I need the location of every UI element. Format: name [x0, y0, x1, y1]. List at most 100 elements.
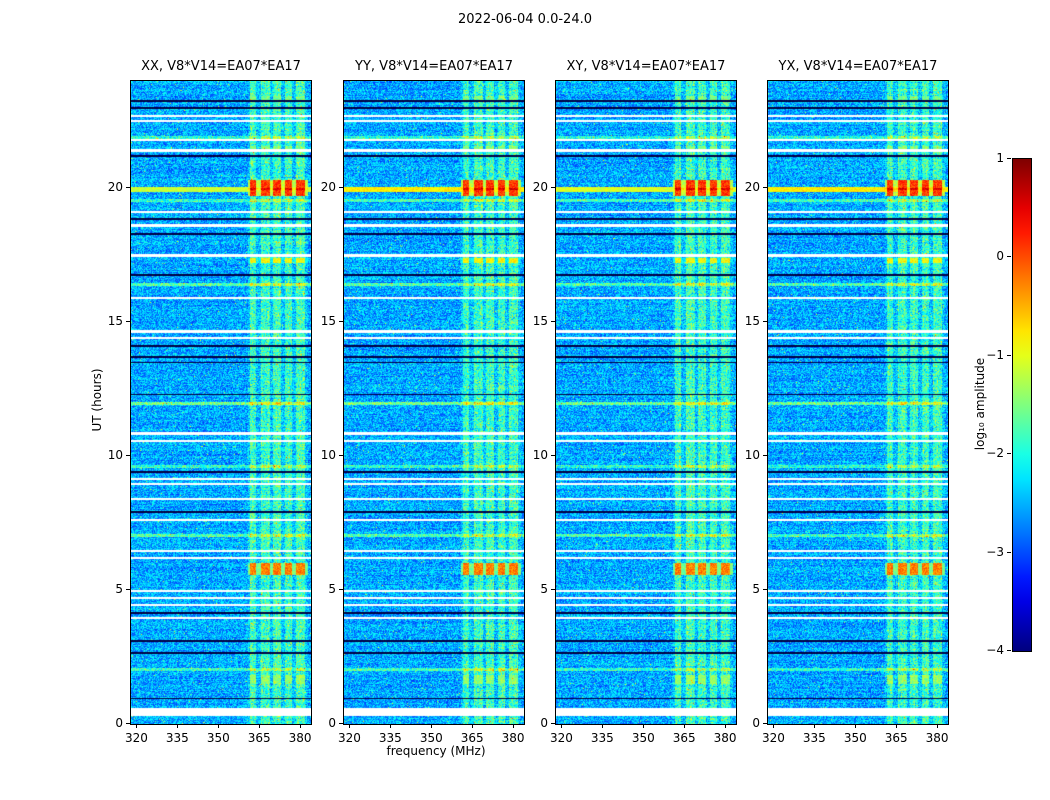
y-tick-mark	[763, 187, 767, 189]
x-tick-mark	[300, 724, 302, 728]
colorbar-tick-mark	[1007, 650, 1011, 651]
y-tick-label: 20	[532, 180, 548, 195]
x-tick-mark	[725, 724, 727, 728]
colorbar-tick-label: 0	[996, 249, 1004, 264]
x-tick-label: 335	[590, 731, 614, 745]
x-tick-mark	[431, 724, 433, 728]
x-tick-mark	[561, 724, 563, 728]
colorbar-tick-label: −4	[986, 643, 1004, 657]
x-tick-mark	[643, 724, 645, 728]
y-tick-label: 20	[107, 180, 123, 195]
y-tick-mark	[126, 455, 130, 457]
x-tick-label: 380	[713, 731, 737, 745]
colorbar-tick-label: −1	[986, 347, 1004, 362]
x-tick-mark	[602, 724, 604, 728]
x-tick-label: 335	[165, 731, 189, 745]
figure-title: 2022-06-04 0.0-24.0	[458, 12, 592, 27]
y-tick-label: 15	[744, 314, 760, 329]
y-tick-label: 10	[107, 448, 123, 463]
x-tick-mark	[349, 724, 351, 728]
x-tick-label: 320	[762, 731, 785, 745]
x-tick-label: 335	[802, 731, 826, 745]
x-tick-mark	[773, 724, 775, 728]
x-tick-mark	[177, 724, 179, 728]
y-tick-mark	[126, 187, 130, 189]
y-tick-label: 5	[540, 582, 548, 597]
colorbar	[1012, 158, 1032, 652]
x-tick-label: 320	[550, 731, 573, 745]
y-tick-label: 15	[532, 314, 548, 329]
x-tick-mark	[390, 724, 392, 728]
y-tick-label: 5	[752, 582, 760, 597]
x-tick-label: 365	[247, 731, 271, 745]
x-tick-mark	[684, 724, 686, 728]
y-tick-label: 0	[540, 716, 548, 730]
y-axis-label: UT (hours)	[90, 368, 104, 432]
panel-yy: YY, V8*V14=EA07*EA17	[343, 59, 525, 725]
colorbar-tick-mark	[1007, 256, 1011, 258]
x-tick-mark	[855, 724, 857, 728]
x-tick-mark	[259, 724, 261, 728]
y-tick-label: 0	[328, 716, 336, 730]
spectrogram-xy-canvas	[556, 81, 736, 724]
y-tick-label: 5	[328, 582, 336, 597]
spectrogram-xx-canvas	[131, 81, 311, 724]
y-tick-label: 15	[320, 314, 336, 329]
panel-xy: XY, V8*V14=EA07*EA17	[555, 59, 737, 725]
x-tick-label: 365	[460, 731, 484, 745]
panel-yx: YX, V8*V14=EA07*EA17	[767, 59, 949, 725]
y-tick-mark	[763, 589, 767, 591]
colorbar-label: log₁₀ amplitude	[973, 357, 987, 451]
spectrogram-yy-canvas	[344, 81, 524, 724]
x-tick-label: 365	[884, 731, 908, 745]
panel-title-xx: XX, V8*V14=EA07*EA17	[141, 59, 301, 74]
panel-xx: XX, V8*V14=EA07*EA17	[130, 59, 312, 725]
y-tick-mark	[551, 321, 555, 323]
x-tick-mark	[472, 724, 474, 728]
y-tick-label: 10	[320, 448, 336, 463]
y-tick-mark	[763, 455, 767, 457]
y-tick-label: 10	[532, 448, 548, 463]
colorbar-tick-mark	[1007, 453, 1011, 455]
panel-title-xy: XY, V8*V14=EA07*EA17	[566, 59, 726, 74]
y-tick-label: 10	[744, 448, 760, 463]
x-tick-label: 320	[125, 731, 148, 745]
colorbar-tick-mark	[1007, 551, 1011, 553]
y-tick-mark	[126, 321, 130, 323]
y-tick-label: 5	[115, 582, 123, 597]
y-tick-mark	[126, 589, 130, 591]
y-tick-mark	[339, 589, 343, 591]
x-tick-label: 320	[338, 731, 361, 745]
y-tick-mark	[551, 589, 555, 591]
x-tick-mark	[896, 724, 898, 728]
y-tick-mark	[763, 321, 767, 323]
x-tick-label: 350	[206, 731, 230, 745]
y-tick-mark	[551, 187, 555, 189]
colorbar-tick-label: 1	[996, 151, 1004, 165]
y-tick-mark	[763, 723, 767, 724]
x-tick-label: 335	[378, 731, 402, 745]
x-tick-label: 380	[501, 731, 525, 745]
y-tick-mark	[339, 321, 343, 323]
x-tick-mark	[218, 724, 220, 728]
colorbar-tick-mark	[1007, 158, 1011, 159]
spectrogram-yx-canvas	[768, 81, 948, 724]
y-tick-label: 20	[744, 180, 760, 195]
x-tick-label: 365	[672, 731, 696, 745]
y-tick-label: 0	[752, 716, 760, 730]
colorbar-tick-label: −3	[986, 544, 1004, 559]
x-tick-label: 380	[288, 731, 312, 745]
x-tick-label: 350	[631, 731, 655, 745]
y-tick-mark	[339, 187, 343, 189]
y-tick-mark	[126, 723, 130, 724]
y-tick-label: 15	[107, 314, 123, 329]
colorbar-tick-label: −2	[986, 446, 1004, 461]
y-tick-mark	[551, 723, 555, 724]
x-axis-label: frequency (MHz)	[386, 744, 486, 758]
x-tick-mark	[136, 724, 138, 728]
x-tick-label: 350	[843, 731, 867, 745]
y-tick-label: 20	[320, 180, 336, 195]
x-tick-label: 350	[419, 731, 443, 745]
panel-title-yy: YY, V8*V14=EA07*EA17	[355, 59, 513, 74]
